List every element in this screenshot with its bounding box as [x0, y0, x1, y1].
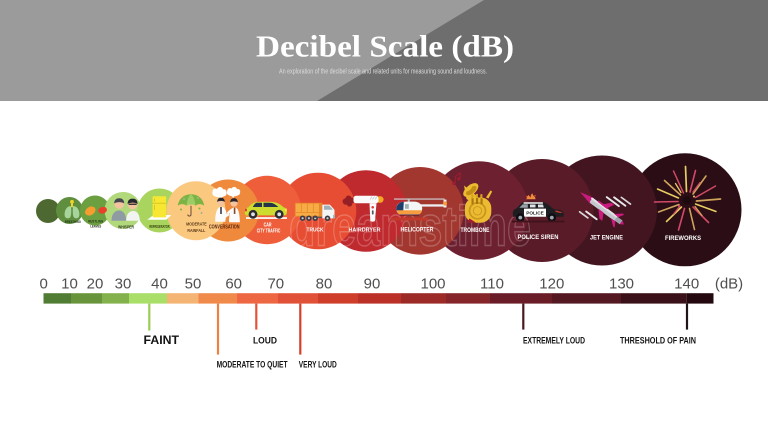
svg-text:110: 110	[480, 276, 504, 293]
svg-text:JET ENGINE: JET ENGINE	[590, 234, 623, 241]
svg-text:RUSTLING: RUSTLING	[88, 220, 103, 224]
svg-text:TROMBONE: TROMBONE	[461, 228, 490, 234]
svg-text:FAINT: FAINT	[144, 335, 180, 347]
svg-text:20: 20	[87, 276, 104, 293]
svg-text:HAIRDRYER: HAIRDRYER	[349, 228, 382, 234]
svg-text:THRESHOLD OF PAIN: THRESHOLD OF PAIN	[620, 336, 696, 347]
svg-text:MODERATE TO QUIET: MODERATE TO QUIET	[217, 360, 288, 371]
svg-text:Decibel Scale (dB): Decibel Scale (dB)	[256, 29, 514, 64]
svg-text:RAINFALL: RAINFALL	[187, 228, 205, 234]
svg-text:WHISPER: WHISPER	[118, 224, 134, 229]
svg-text:100: 100	[420, 276, 445, 293]
svg-text:CONVERSATION: CONVERSATION	[209, 225, 240, 231]
svg-text:BREATHING: BREATHING	[65, 220, 81, 224]
svg-text:POLICE SIREN: POLICE SIREN	[518, 234, 559, 241]
svg-text:0: 0	[40, 276, 48, 293]
svg-text:LEAVES: LEAVES	[90, 224, 101, 228]
svg-text:TRUCK: TRUCK	[307, 228, 325, 234]
svg-text:VERY LOUD: VERY LOUD	[299, 360, 337, 371]
svg-text:40: 40	[151, 276, 168, 293]
svg-text:LOUD: LOUD	[253, 336, 277, 347]
svg-text:60: 60	[225, 276, 242, 293]
svg-text:An exploration of the decibel: An exploration of the decibel scale and …	[279, 69, 487, 76]
svg-text:EXTREMELY LOUD: EXTREMELY LOUD	[523, 336, 585, 347]
svg-text:REFRIGERATOR: REFRIGERATOR	[149, 224, 169, 229]
svg-text:50: 50	[185, 276, 202, 293]
svg-text:(dB): (dB)	[715, 276, 743, 293]
svg-text:10: 10	[61, 276, 78, 293]
svg-text:140: 140	[674, 276, 699, 293]
svg-text:90: 90	[364, 276, 381, 293]
svg-text:130: 130	[609, 276, 634, 293]
svg-text:FIREWORKS: FIREWORKS	[665, 235, 702, 242]
svg-text:30: 30	[115, 276, 132, 293]
svg-text:POLICE: POLICE	[526, 211, 544, 217]
svg-text:MODERATE: MODERATE	[186, 222, 207, 228]
svg-text:80: 80	[316, 276, 333, 293]
svg-text:CAR: CAR	[264, 222, 272, 228]
svg-text:120: 120	[539, 276, 564, 293]
svg-text:CITY TRAFFIC: CITY TRAFFIC	[257, 229, 281, 235]
svg-text:70: 70	[267, 276, 284, 293]
svg-text:HELICOPTER: HELICOPTER	[401, 228, 435, 234]
